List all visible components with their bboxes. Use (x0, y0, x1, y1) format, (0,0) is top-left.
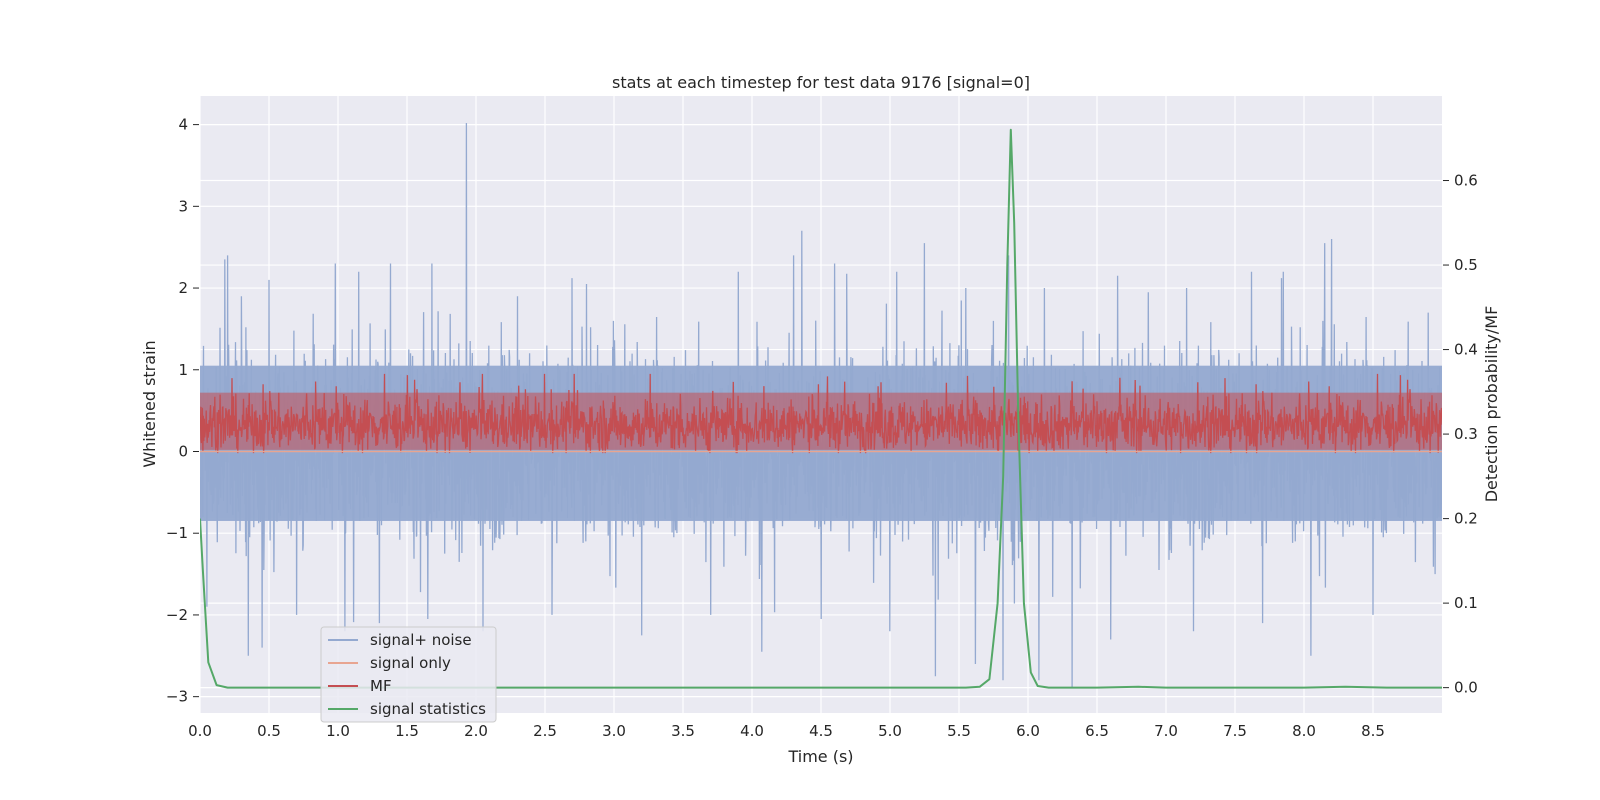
x-tick-label: 2.0 (464, 722, 488, 740)
legend-frame (320, 626, 497, 723)
x-tick-label: 5.0 (878, 722, 902, 740)
y2-tick-label: 0.1 (1454, 594, 1478, 612)
y2-tick-label: 0.2 (1454, 510, 1478, 528)
x-tick-label: 7.0 (1154, 722, 1178, 740)
x-tick-label: 7.5 (1223, 722, 1247, 740)
series-layer (200, 122, 1442, 689)
y-tick-labels: 4 3 2 1 0 −1 −2 −3 (166, 116, 199, 706)
legend-label-signal-only: signal only (370, 654, 451, 672)
y2-axis-label: Detection probability/MF (1482, 306, 1501, 503)
y2-tick-labels: 0.6 0.5 0.4 0.3 0.2 0.1 0.0 (1443, 172, 1478, 697)
y-tick-label: −3 (166, 688, 188, 706)
y2-tick-label: 0.6 (1454, 172, 1478, 190)
x-tick-label: 5.5 (947, 722, 971, 740)
x-tick-label: 6.5 (1085, 722, 1109, 740)
x-tick-label: 4.5 (809, 722, 833, 740)
y2-tick-label: 0.5 (1454, 256, 1478, 274)
x-tick-labels: 0.0 0.5 1.0 1.5 2.0 2.5 3.0 3.5 4.0 4.5 5.0 5.5 6.0 6… (188, 722, 1385, 740)
x-axis-label: Time (s) (787, 747, 853, 766)
x-tick-label: 3.0 (602, 722, 626, 740)
y2-tick-label: 0.4 (1454, 341, 1478, 359)
y2-tick-label: 0.0 (1454, 679, 1478, 697)
x-tick-label: 8.0 (1292, 722, 1316, 740)
y-axis-label: Whitened strain (140, 340, 159, 467)
y-tick-label: 4 (178, 116, 188, 134)
x-tick-label: 0.0 (188, 722, 212, 740)
y-tick-label: −1 (166, 524, 188, 542)
y-tick-label: 3 (178, 197, 188, 215)
y-tick-label: 2 (178, 279, 188, 297)
y-tick-label: 0 (178, 442, 188, 460)
x-tick-label: 1.0 (326, 722, 350, 740)
legend-label-mf: MF (370, 677, 392, 695)
x-tick-label: 6.0 (1016, 722, 1040, 740)
y-tick-label: −2 (166, 606, 188, 624)
x-tick-label: 8.5 (1361, 722, 1385, 740)
x-tick-label: 1.5 (395, 722, 419, 740)
series-signal-statistics-line (200, 128, 1442, 689)
x-tick-label: 4.0 (740, 722, 764, 740)
legend-label-signal-statistics: signal statistics (370, 700, 486, 718)
series-mf-line (200, 373, 1442, 454)
x-tick-label: 2.5 (533, 722, 557, 740)
y-tick-label: 1 (178, 361, 188, 379)
legend: signal+ noise signal only MF signal stat… (320, 626, 497, 723)
y2-tick-label: 0.3 (1454, 425, 1478, 443)
x-tick-label: 3.5 (671, 722, 695, 740)
chart-title: stats at each timestep for test data 917… (612, 73, 1030, 92)
legend-label-signal-noise: signal+ noise (370, 631, 472, 649)
x-tick-label: 0.5 (257, 722, 281, 740)
